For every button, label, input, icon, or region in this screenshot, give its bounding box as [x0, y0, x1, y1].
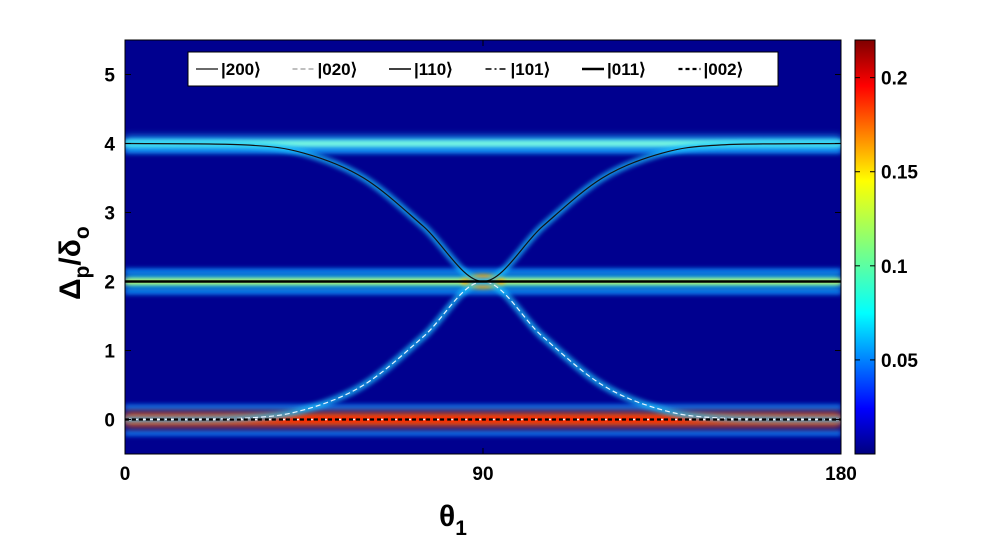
legend-label-1: |020⟩ — [318, 60, 358, 79]
y-tick-label: 3 — [104, 204, 115, 225]
y-tick-label: 5 — [104, 66, 115, 87]
legend-label-2: |110⟩ — [414, 60, 453, 79]
sideband-2-0 — [125, 404, 841, 411]
colorbar — [854, 39, 876, 455]
y-tick-label: 4 — [104, 135, 115, 156]
legend-label-4: |011⟩ — [607, 60, 646, 79]
x-axis-label: θ1 — [439, 500, 467, 540]
curve-layer — [125, 142, 841, 421]
sideband-2-1 — [125, 430, 841, 437]
y-axis-ticks: 0 1 2 3 4 5 — [104, 66, 841, 432]
x-tick-label: 90 — [472, 464, 493, 485]
colorbar-tick-label: 0.1 — [881, 257, 908, 278]
plot-area — [125, 40, 841, 454]
sideband-1-1 — [125, 288, 841, 295]
band-core-0 — [125, 140, 841, 147]
y-tick-label: 2 — [104, 273, 115, 294]
colorbar-tick-label: 0.2 — [881, 69, 907, 90]
y-tick-label: 0 — [104, 411, 115, 432]
y-tick-label: 1 — [104, 342, 115, 363]
sideband-1-0 — [125, 268, 841, 275]
legend-label-0: |200⟩ — [221, 60, 261, 79]
colorbar-tick-label: 0.05 — [881, 351, 918, 372]
x-tick-label: 0 — [120, 464, 131, 485]
colorbar-tick-label: 0.15 — [881, 163, 918, 184]
colorbar-ticks: 0.05 0.1 0.15 0.2 — [855, 69, 918, 372]
legend: |200⟩ |020⟩ |110⟩ |101⟩ |011⟩ |002⟩ — [187, 51, 779, 87]
x-tick-label: 180 — [825, 464, 857, 485]
legend-label-5: |002⟩ — [704, 60, 744, 79]
y-axis-label: Δp/δo — [54, 226, 94, 300]
x-axis-ticks: 0 90 180 — [120, 40, 857, 485]
legend-label-3: |101⟩ — [511, 60, 551, 79]
